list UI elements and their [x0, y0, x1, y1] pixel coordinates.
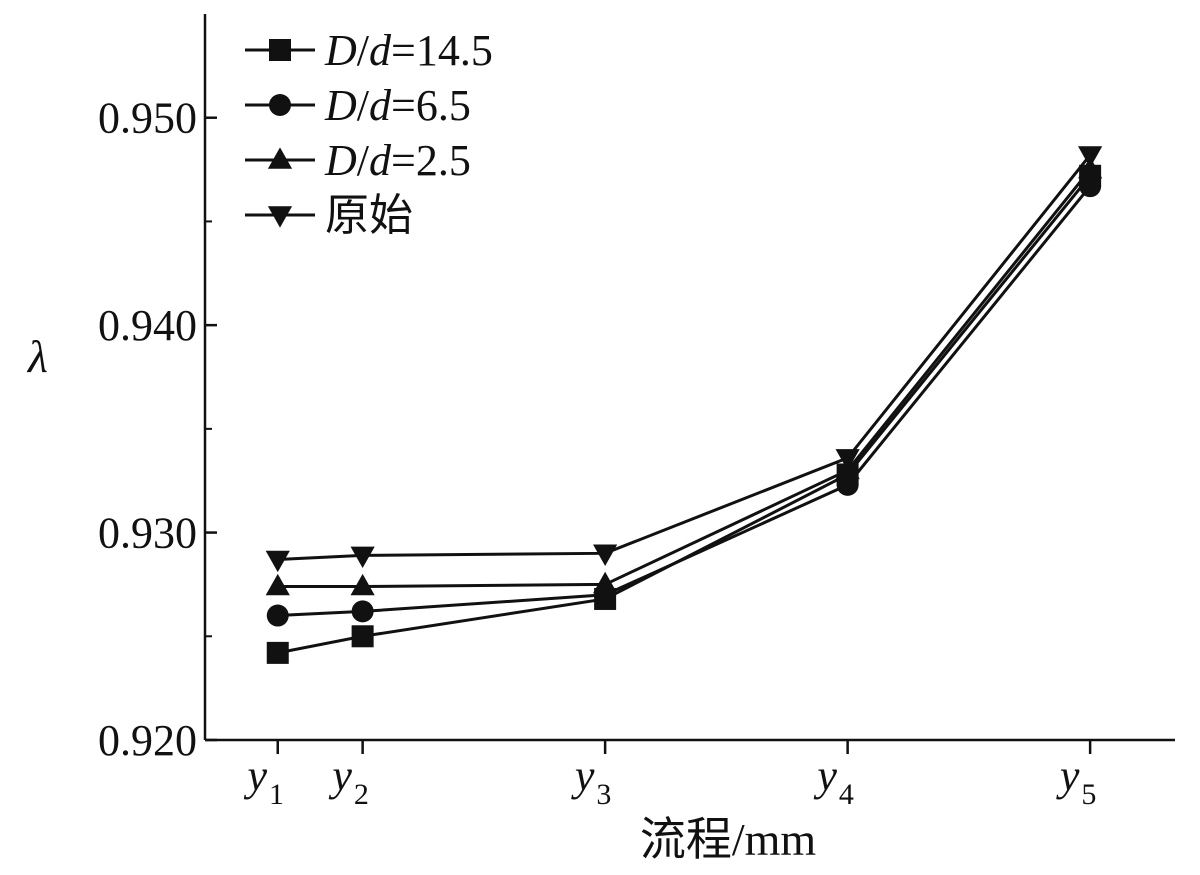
legend-label: 原始 — [325, 191, 413, 240]
legend-marker — [267, 206, 293, 228]
x-axis-ticks: y1 y2 y3 y4 y5 — [243, 740, 1096, 811]
data-point — [265, 573, 290, 596]
y-tick-label: 0.940 — [98, 301, 197, 350]
y-tick-label: 0.930 — [98, 509, 197, 558]
data-point — [836, 473, 859, 496]
legend-label: D/d=2.5 — [324, 136, 471, 185]
x-tick-label: y5 — [1056, 751, 1097, 811]
y-tick-label: 0.950 — [98, 94, 197, 143]
data-point — [266, 604, 289, 627]
data-point — [350, 573, 375, 596]
data-point — [351, 625, 374, 648]
data-point — [351, 600, 374, 623]
legend: D/d=14.5 D/d=6.5 D/d=2.5 原始 — [245, 26, 493, 240]
data-point — [1078, 146, 1103, 168]
y-tick-label: 0.920 — [98, 716, 197, 765]
data-point — [593, 544, 618, 566]
legend-marker — [269, 94, 291, 116]
data-point — [265, 550, 290, 573]
y-axis-label: λ — [26, 331, 48, 382]
x-axis-label: 流程/mm — [640, 814, 817, 865]
x-tick-label: y2 — [328, 751, 369, 811]
data-point — [266, 641, 289, 664]
series-line-1 — [277, 174, 1092, 655]
data-point — [350, 546, 375, 569]
legend-label: D/d=14.5 — [324, 26, 493, 75]
legend-label: D/d=6.5 — [324, 81, 471, 130]
series-markers — [265, 146, 1103, 664]
y-axis-ticks: 0.920 0.930 0.940 0.950 — [98, 94, 217, 765]
x-tick-label: y3 — [571, 751, 612, 811]
legend-marker — [267, 147, 293, 169]
data-point — [835, 449, 860, 471]
axes — [203, 14, 1175, 742]
legend-marker — [269, 39, 291, 61]
series-line-2 — [277, 185, 1092, 618]
data-point — [593, 571, 618, 594]
x-tick-label: y4 — [813, 751, 854, 811]
x-tick-label: y1 — [243, 751, 284, 811]
data-point — [1079, 175, 1102, 198]
